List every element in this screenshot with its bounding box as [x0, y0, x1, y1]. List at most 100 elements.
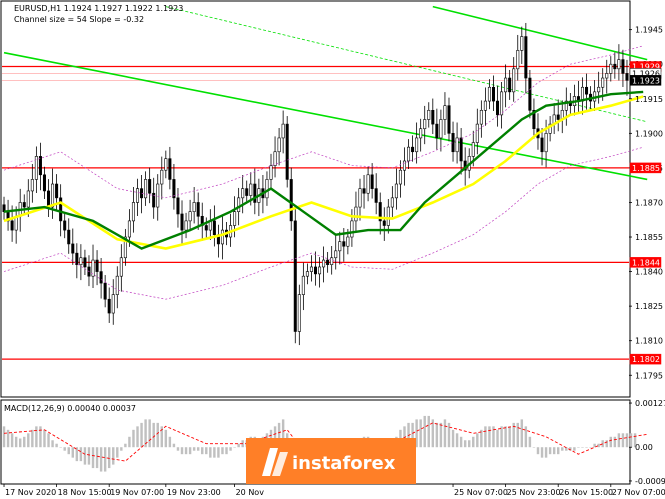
candle	[111, 279, 115, 325]
candle	[123, 228, 127, 266]
candle	[188, 199, 192, 231]
macd-bar	[431, 419, 435, 448]
candle	[245, 180, 249, 204]
candle-body	[212, 220, 216, 236]
candle-body	[423, 119, 427, 130]
macd-bar	[411, 422, 414, 448]
candle-body	[605, 73, 609, 79]
candle-body	[609, 63, 613, 74]
candle-body	[152, 192, 156, 208]
candle	[103, 275, 107, 308]
candle-body	[168, 158, 172, 180]
macd-bar	[472, 436, 475, 448]
candle-body	[322, 259, 326, 268]
candle-body	[342, 241, 346, 247]
candle	[293, 205, 297, 344]
candle-body	[99, 271, 103, 284]
macd-bar	[221, 447, 224, 455]
price-pane-frame	[0, 0, 631, 398]
macd-bar	[463, 440, 467, 448]
candle-body	[540, 137, 544, 153]
candle	[366, 166, 370, 202]
macd-bar	[188, 447, 192, 455]
candle	[309, 255, 313, 282]
candle-body	[362, 188, 366, 194]
channel-info: Channel size = 54 Slope = -0.32	[14, 15, 144, 24]
candle	[192, 187, 196, 224]
candle-body	[34, 156, 38, 180]
candle-body	[407, 146, 411, 162]
macd-bar	[524, 426, 528, 448]
candle	[483, 87, 487, 126]
macd-bar	[484, 426, 487, 448]
candle-body	[330, 257, 334, 265]
candle-body	[411, 146, 415, 153]
price-tag-box	[629, 353, 662, 365]
candle-body	[532, 109, 536, 130]
macd-bar	[476, 433, 479, 448]
candle	[617, 44, 621, 81]
candle	[520, 26, 524, 64]
macd-header: MACD(12,26,9) 0.00040 0.00037	[4, 404, 136, 413]
time-tick-label: 18 Nov 15:00	[58, 488, 112, 497]
macd-bar	[459, 436, 463, 448]
candle-body	[334, 250, 338, 259]
candle	[407, 139, 411, 170]
lower-band	[3, 146, 644, 300]
candle	[196, 192, 200, 230]
macd-bar	[233, 447, 236, 448]
candle	[241, 175, 245, 214]
candle-body	[289, 179, 293, 222]
macd-bar	[63, 447, 66, 451]
macd-bar	[496, 429, 499, 448]
macd-bar	[516, 422, 519, 448]
candle	[508, 69, 512, 100]
candle	[152, 177, 156, 219]
candle-body	[585, 86, 589, 95]
candle-body	[390, 197, 394, 208]
macd-bar	[124, 443, 127, 448]
candle-body	[63, 220, 67, 231]
macd-bar	[201, 447, 204, 455]
candle-body	[366, 174, 370, 194]
candle	[220, 216, 224, 260]
candle	[338, 231, 342, 265]
candle-body	[192, 202, 196, 212]
macd-bar	[532, 447, 536, 448]
price-tick-label: 1.1870	[635, 198, 663, 207]
candle-body	[55, 183, 59, 199]
macd-tick-label: -0.00097	[635, 477, 665, 486]
candle	[439, 109, 443, 152]
macd-bar	[99, 447, 103, 472]
candle	[455, 122, 459, 164]
macd-bar	[609, 436, 613, 448]
macd-bar	[55, 443, 58, 448]
candle-body	[524, 36, 528, 79]
macd-bar	[2, 426, 6, 448]
macd-bar	[561, 447, 564, 451]
candle-body	[265, 179, 269, 199]
candle-body	[204, 225, 208, 231]
candle-body	[512, 68, 516, 93]
candle	[71, 228, 75, 265]
candle-body	[496, 100, 500, 116]
candle-body	[625, 73, 629, 81]
candle	[265, 171, 269, 206]
macd-signal-line	[3, 422, 648, 462]
macd-bar	[403, 426, 406, 448]
macd-bar	[51, 440, 54, 448]
macd-bar	[192, 447, 196, 451]
macd-bar	[128, 436, 131, 448]
macd-bar	[176, 447, 180, 451]
candle-body	[131, 202, 135, 222]
macd-bar	[585, 447, 588, 448]
macd-bar	[144, 419, 147, 448]
macd-bar	[423, 415, 426, 448]
macd-bar	[569, 447, 572, 451]
candle-body	[354, 206, 358, 222]
candle	[107, 287, 111, 323]
candle-body	[188, 211, 192, 222]
